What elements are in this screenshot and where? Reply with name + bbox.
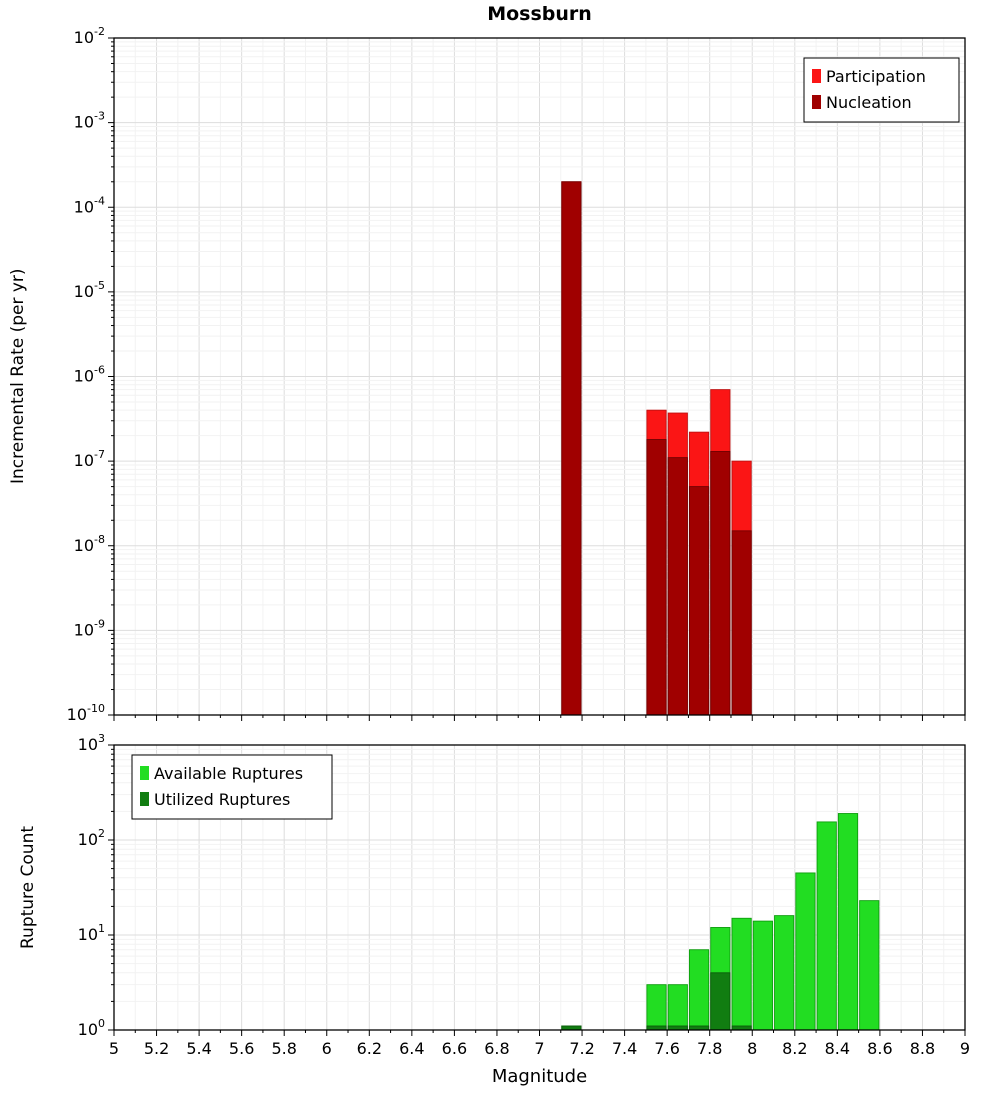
bar [752, 920, 773, 1031]
y-tick-label: 10-10 [67, 702, 105, 724]
legend-box [803, 57, 960, 123]
x-tick-label: 6.8 [484, 1039, 509, 1058]
y-tick-label: 101 [78, 922, 105, 944]
x-tick-label: 7.4 [612, 1039, 637, 1058]
legend-label: Utilized Ruptures [154, 790, 290, 809]
legend-box [131, 754, 333, 820]
legend-swatch-utilized-ruptures [140, 792, 149, 806]
bar [667, 984, 688, 1031]
x-tick-label: 7.8 [697, 1039, 722, 1058]
legend-label: Participation [826, 67, 926, 86]
x-tick-label: 7 [534, 1039, 544, 1058]
x-tick-label: 6.4 [399, 1039, 424, 1058]
bar [646, 984, 667, 1031]
x-tick-label: 8 [747, 1039, 757, 1058]
legend: Available Ruptures Utilized Ruptures [131, 754, 333, 820]
bar [774, 915, 795, 1031]
chart-panel: 5 5.2 5.4 5.6 5.8 6 6.2 6.4 6.6 6.8 7 7.2 7.4 7.6 7.8 8… [78, 732, 970, 1058]
legend-swatch-participation [812, 69, 821, 83]
ticks [108, 744, 966, 1036]
tick-labels: 10-10 10-9 10-8 10-7 10-6 10-5 10-4 10-3 10-2 [67, 25, 105, 724]
x-tick-label: 5.2 [144, 1039, 169, 1058]
bar [646, 439, 667, 716]
y-tick-label: 10-8 [74, 533, 105, 555]
y-tick-label: 10-2 [74, 25, 105, 47]
x-tick-label: 6.2 [357, 1039, 382, 1058]
magnitude-axis-label: Magnitude [491, 1066, 588, 1087]
bar [710, 451, 731, 716]
x-tick-label: 7.6 [654, 1039, 679, 1058]
bar [561, 181, 582, 716]
x-tick-label: 8.6 [867, 1039, 892, 1058]
legend: Participation Nucleation [803, 57, 960, 123]
legend-label: Available Ruptures [154, 764, 303, 783]
y-tick-label: 10-4 [74, 194, 105, 216]
y-tick-label: 10-7 [74, 448, 105, 470]
bar [667, 457, 688, 716]
bar [837, 813, 859, 1031]
gridlines [114, 38, 965, 715]
x-tick-label: 9 [960, 1039, 970, 1058]
bar [816, 821, 837, 1031]
bar [859, 900, 880, 1031]
bars-nucleation [561, 181, 752, 716]
chart-panel: 10-10 10-9 10-8 10-7 10-6 10-5 10-4 10-3 10-2 Par… [67, 25, 966, 724]
x-tick-label: 8.8 [910, 1039, 935, 1058]
y-tick-label: 10-6 [74, 364, 105, 386]
x-tick-label: 5.4 [186, 1039, 211, 1058]
x-tick-label: 8.2 [782, 1039, 807, 1058]
bar [795, 872, 816, 1031]
y-tick-label: 100 [78, 1017, 105, 1039]
x-tick-label: 5 [109, 1039, 119, 1058]
gridlines [114, 745, 965, 1030]
bar [710, 972, 731, 1031]
y-tick-label: 10-5 [74, 279, 105, 301]
x-tick-label: 8.4 [825, 1039, 850, 1058]
bar [731, 917, 752, 1031]
legend-swatch-nucleation [812, 95, 821, 109]
legend-swatch-available-ruptures [140, 766, 149, 780]
tick-labels: 5 5.2 5.4 5.6 5.8 6 6.2 6.4 6.6 6.8 7 7.2 7.4 7.6 7.8 8… [78, 732, 970, 1058]
y-tick-label: 102 [78, 827, 105, 849]
x-tick-label: 7.2 [569, 1039, 594, 1058]
y-tick-label: 10-3 [74, 110, 105, 132]
x-tick-label: 5.8 [271, 1039, 296, 1058]
ticks [108, 37, 966, 721]
bar [688, 949, 710, 1031]
chart-title: Mossburn [487, 3, 592, 25]
x-tick-label: 6 [322, 1039, 332, 1058]
bar [688, 486, 710, 716]
y-tick-label: 10-9 [74, 617, 105, 639]
y-tick-label: 103 [78, 732, 105, 754]
legend-label: Nucleation [826, 93, 912, 112]
x-tick-label: 5.6 [229, 1039, 254, 1058]
x-tick-label: 6.6 [442, 1039, 467, 1058]
bar [731, 530, 752, 716]
